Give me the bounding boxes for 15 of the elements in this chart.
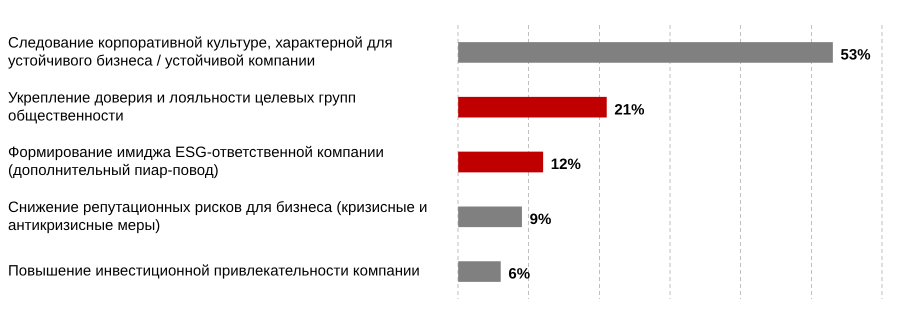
bar: [458, 261, 501, 282]
bar: [458, 206, 522, 228]
y-tick-label: Повышение инвестиционной привлекательности компании: [8, 262, 420, 280]
data-label: 53%: [840, 46, 871, 64]
bar: [458, 42, 833, 63]
y-tick-label: Следование корпоративной культуре, характерной для устойчивого бизнеса / устойчивой компании: [8, 34, 393, 70]
data-label: 9%: [530, 210, 552, 228]
data-label: 12%: [550, 156, 581, 174]
data-label: 6%: [508, 266, 530, 283]
y-tick-label: Снижение репутационных рисков для бизнеса (кризисные и антикризисные меры): [8, 198, 428, 234]
bar: [458, 152, 544, 172]
y-tick-label: Укрепление доверия и лояльности целевых групп общественности: [8, 89, 356, 124]
bar: [458, 96, 607, 118]
y-tick-label: Формирование имиджа ESG-ответственной компании (дополнительный пиар-повод): [8, 144, 384, 180]
data-label: 21%: [614, 101, 644, 118]
